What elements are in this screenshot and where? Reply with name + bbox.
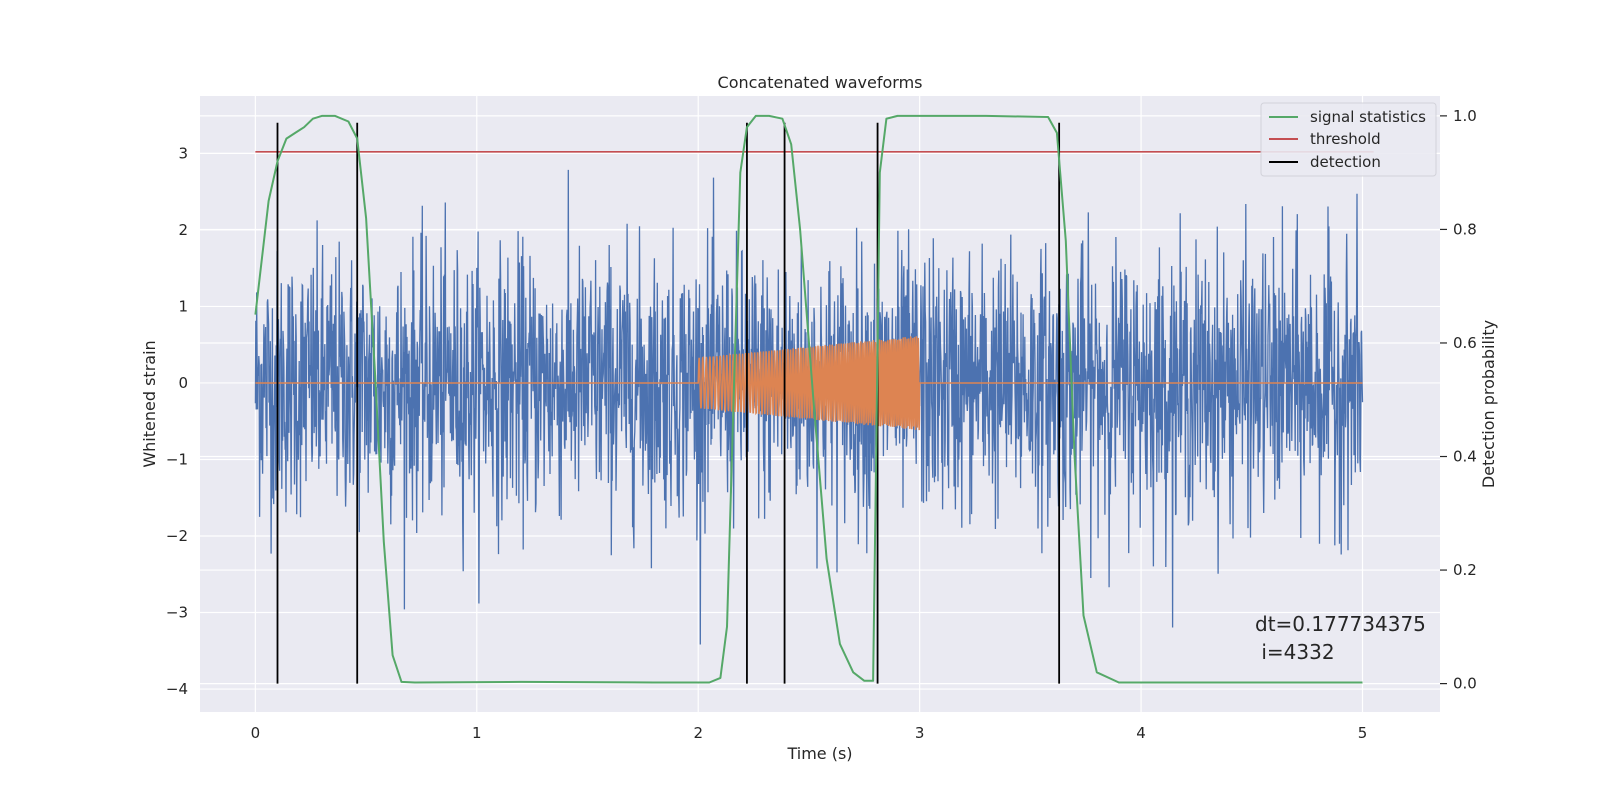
x-tick-label: 1: [472, 724, 482, 742]
y-tick-label: −4: [166, 680, 188, 698]
x-tick-label: 2: [693, 724, 703, 742]
y2-tick-label: 0.0: [1453, 675, 1477, 693]
x-tick-label: 3: [915, 724, 925, 742]
x-tick-label: 4: [1136, 724, 1146, 742]
y2-tick-label: 0.4: [1453, 448, 1477, 466]
ticks: 0 1 2 3 4 5 −4 −3 −2 −1 0 1 2 3 0.0 0.2 0.4 0.6 0.8 1.0: [166, 107, 1477, 742]
legend-label-threshold: threshold: [1310, 130, 1381, 148]
y2-tick-label: 0.8: [1453, 220, 1477, 238]
y-tick-label: 3: [178, 144, 188, 162]
legend-box: [1260, 102, 1437, 177]
y-axis-label: Whitened strain: [140, 340, 159, 467]
y-tick-label: −3: [166, 604, 188, 622]
y-tick-label: 0: [178, 374, 188, 392]
annotation-dt: dt=0.177734375: [1255, 612, 1426, 636]
y2-tick-label: 0.6: [1453, 334, 1477, 352]
legend-label-signal-statistics: signal statistics: [1310, 108, 1426, 126]
y-tick-label: −1: [166, 450, 188, 468]
signal-statistics-line: [254, 114, 1363, 684]
y2-axis-label: Detection probability: [1479, 320, 1498, 488]
x-tick-label: 0: [251, 724, 261, 742]
y2-tick-label: 1.0: [1453, 107, 1477, 125]
annotation-index: i=4332: [1255, 640, 1335, 664]
y-tick-label: 1: [178, 297, 188, 315]
x-tick-label: 5: [1358, 724, 1368, 742]
y-tick-label: −2: [166, 527, 188, 545]
series-signal-statistics: [254, 114, 1363, 684]
template-line: [255, 336, 1363, 431]
legend-label-detection: detection: [1310, 153, 1381, 171]
y2-tick-label: 0.2: [1453, 561, 1477, 579]
series-template: [255, 336, 1363, 431]
legend: signal statistics threshold detection: [1260, 102, 1437, 177]
x-axis-label: Time (s): [786, 744, 852, 763]
y-tick-label: 2: [178, 221, 188, 239]
chart-title: Concatenated waveforms: [718, 73, 923, 92]
